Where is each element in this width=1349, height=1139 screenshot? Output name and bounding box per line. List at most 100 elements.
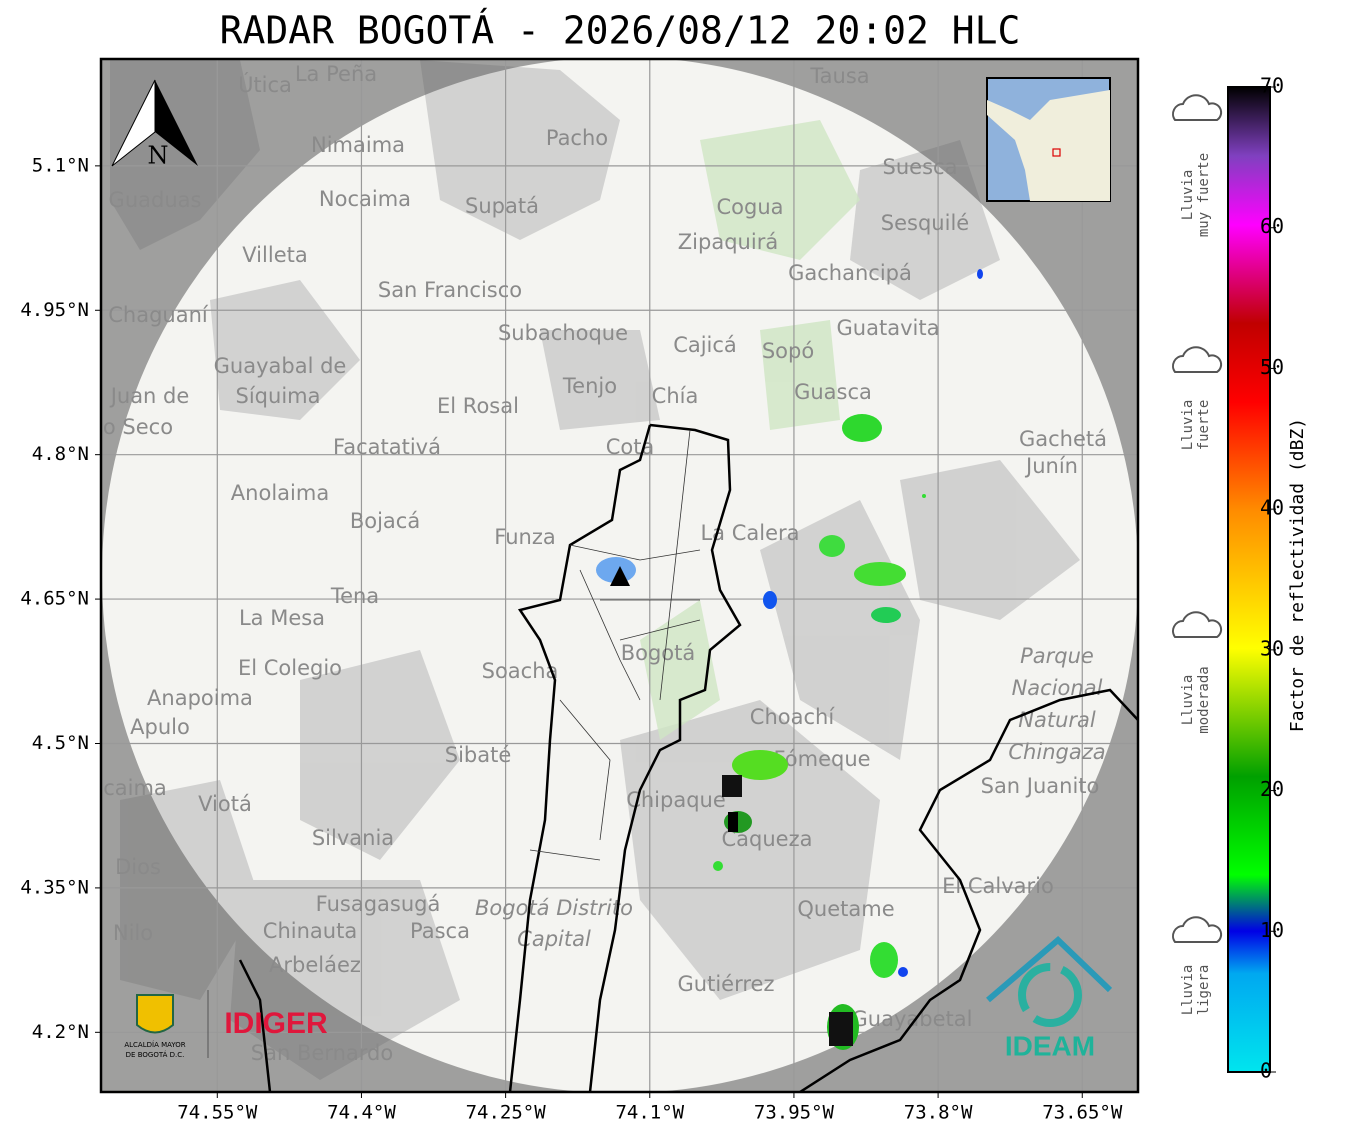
place-label: Cajicá bbox=[673, 333, 737, 357]
place-label: San Juanito bbox=[981, 774, 1100, 798]
park-label: Parque bbox=[1020, 644, 1094, 668]
place-label: Bogotá bbox=[621, 641, 696, 665]
place-label: Suesca bbox=[883, 155, 958, 179]
place-label: Anolaima bbox=[231, 481, 329, 505]
place-label: Tena bbox=[330, 584, 379, 608]
x-tick-label: 73.95°W bbox=[754, 1102, 835, 1124]
colorbar-tick-label: 10 bbox=[1260, 918, 1284, 942]
place-label: Nilo bbox=[113, 921, 153, 945]
place-label: Funza bbox=[494, 525, 555, 549]
place-label: Villeta bbox=[242, 243, 307, 267]
colorbar-tick-label: 30 bbox=[1260, 636, 1284, 660]
y-tick-label: 4.95°N bbox=[20, 299, 89, 321]
place-label: Cogua bbox=[716, 195, 783, 219]
place-label: Sopó bbox=[762, 339, 814, 363]
department-border bbox=[238, 423, 1138, 1092]
place-label: San Bernardo bbox=[251, 1041, 393, 1065]
place-label: Guatavita bbox=[837, 316, 940, 340]
radar-echoes bbox=[596, 269, 983, 1050]
place-label: Chinauta bbox=[263, 919, 357, 943]
place-label: Silvania bbox=[312, 826, 394, 850]
place-label: Gachetá bbox=[1019, 427, 1107, 451]
x-tick-label: 74.1°W bbox=[615, 1102, 684, 1124]
north-label: N bbox=[148, 142, 169, 170]
rain-category: Lluvia fuerte bbox=[1172, 346, 1223, 451]
place-label: Bojacá bbox=[350, 509, 420, 533]
north-arrow: N bbox=[111, 79, 198, 170]
place-label: San Francisco bbox=[378, 278, 522, 302]
colorbar bbox=[1227, 86, 1271, 1073]
map-frame bbox=[99, 57, 1140, 1094]
place-label: Guayabetal bbox=[852, 1007, 973, 1031]
place-label: Guayabal de bbox=[214, 354, 347, 378]
park-label: Chingaza bbox=[1008, 740, 1105, 764]
rain-category-label: Lluvia bbox=[1180, 400, 1196, 451]
y-tick-label: 4.5°N bbox=[32, 732, 89, 754]
place-label: Pasca bbox=[410, 919, 470, 943]
colorbar-tick-label: 50 bbox=[1260, 355, 1284, 379]
place-label: Anapoima bbox=[147, 686, 253, 710]
x-tick-label: 74.55°W bbox=[177, 1102, 258, 1124]
inset-map bbox=[986, 77, 1111, 202]
place-label: Síquima bbox=[236, 384, 321, 408]
rain-category-label: fuerte bbox=[1196, 400, 1212, 451]
place-label: Sibaté bbox=[445, 743, 512, 767]
colorbar-tick-label: 60 bbox=[1260, 214, 1284, 238]
rain-category-label: ligera bbox=[1196, 965, 1212, 1016]
place-label: La Mesa bbox=[239, 606, 325, 630]
alcaldia-text: ALCALDÍA MAYOR bbox=[124, 1040, 185, 1049]
place-label: Tausa bbox=[809, 64, 869, 88]
colorbar-tick-label: 70 bbox=[1260, 74, 1284, 98]
place-label: Fusagasugá bbox=[316, 892, 441, 916]
place-label: Dios bbox=[115, 855, 161, 879]
place-label: Soacha bbox=[482, 659, 559, 683]
rain-category-label: Lluvia bbox=[1180, 965, 1196, 1016]
place-label: Guasca bbox=[794, 380, 872, 404]
place-label: La Peña bbox=[295, 62, 377, 86]
place-label: Facatativá bbox=[333, 435, 441, 459]
place-label: Quetame bbox=[797, 897, 894, 921]
y-tick-label: 4.35°N bbox=[20, 876, 89, 898]
place-label: Gachancipá bbox=[788, 261, 912, 285]
place-label: Chaguaní bbox=[108, 303, 209, 327]
ideam-logo: IDEAM bbox=[1005, 1030, 1095, 1061]
y-tick-label: 4.8°N bbox=[32, 443, 89, 465]
place-label: Juan de bbox=[109, 384, 190, 408]
place-label: Arbeláez bbox=[269, 953, 361, 977]
colorbar-tick-label: 0 bbox=[1260, 1059, 1272, 1083]
place-label: El Calvario bbox=[942, 874, 1054, 898]
alcaldia-text: DE BOGOTÁ D.C. bbox=[126, 1050, 185, 1059]
rain-category-label: moderada bbox=[1196, 666, 1212, 733]
park-label: Nacional bbox=[1012, 676, 1103, 700]
rain-category-label: Lluvia bbox=[1180, 170, 1196, 221]
y-tick-label: 4.2°N bbox=[32, 1021, 89, 1043]
place-label: Subachoque bbox=[498, 321, 628, 345]
place-label: Pacho bbox=[546, 126, 608, 150]
x-tick-label: 74.25°W bbox=[466, 1102, 547, 1124]
place-label: Choachí bbox=[750, 705, 836, 729]
rain-icon bbox=[1172, 916, 1223, 943]
y-tick-label: 4.65°N bbox=[20, 588, 89, 610]
colorbar-tick-label: 40 bbox=[1260, 496, 1284, 520]
rain-category-label: muy fuerte bbox=[1196, 153, 1212, 237]
place-label: El Rosal bbox=[437, 394, 519, 418]
place-label: Gutiérrez bbox=[678, 972, 775, 996]
rain-icon bbox=[1172, 611, 1223, 638]
place-label: Sesquilé bbox=[881, 211, 969, 235]
place-label: caima bbox=[103, 776, 167, 800]
place-label: Tenjo bbox=[562, 374, 617, 398]
locality-borders bbox=[529, 429, 701, 861]
vegetation bbox=[640, 120, 860, 740]
place-label: Fómeque bbox=[773, 747, 870, 771]
place-label: Supatá bbox=[465, 194, 539, 218]
place-label: Útica bbox=[238, 72, 292, 97]
radar-site bbox=[610, 566, 630, 586]
place-label: o Seco bbox=[103, 415, 173, 439]
title: RADAR BOGOTÁ - 2026/08/12 20:02 HLC bbox=[220, 9, 1021, 53]
idiger-logo: IDIGER bbox=[224, 1007, 328, 1040]
rain-icon bbox=[1172, 94, 1223, 121]
y-tick-label: 5.1°N bbox=[32, 154, 89, 176]
place-label: El Colegio bbox=[238, 656, 342, 680]
